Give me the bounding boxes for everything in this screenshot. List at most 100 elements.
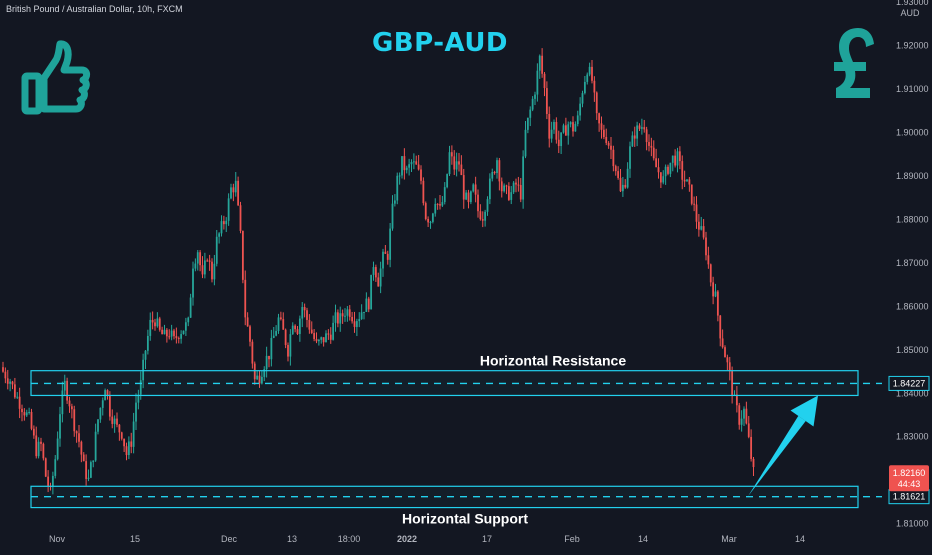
candle-up: [28, 411, 31, 413]
candle-down: [120, 432, 123, 439]
candle-up: [510, 192, 513, 200]
candle-down: [420, 169, 422, 181]
candle-down: [47, 476, 50, 486]
candle-down: [329, 334, 332, 340]
candle-up: [220, 221, 223, 234]
candle-down: [674, 155, 677, 166]
candle-up: [626, 168, 629, 188]
candle-down: [168, 336, 171, 338]
candle-up: [491, 171, 494, 179]
candle-up: [270, 337, 273, 360]
candle-up: [488, 178, 491, 200]
candle-up: [586, 74, 589, 82]
candle-up: [396, 175, 399, 201]
candle-up: [576, 115, 579, 125]
candle-down: [667, 166, 669, 174]
candle-down: [555, 121, 558, 140]
candle-up: [581, 93, 584, 104]
candle-up: [189, 297, 192, 318]
candle-down: [500, 181, 503, 192]
candle-down: [543, 73, 546, 89]
candle-up: [149, 319, 152, 336]
candle-up: [355, 321, 358, 327]
candle-down: [403, 156, 406, 171]
candle-up: [560, 132, 563, 147]
candle-down: [481, 219, 484, 221]
candle-down: [702, 226, 705, 238]
candle-up: [142, 359, 145, 381]
candle-down: [600, 123, 603, 130]
candle-up: [344, 315, 346, 317]
candle-down: [593, 80, 596, 93]
candle-up: [156, 318, 159, 327]
candle-down: [75, 431, 78, 434]
time-axis[interactable]: Nov 15 Dec 13 18:00 2022 17 Feb 14 Mar 14: [49, 534, 805, 544]
candle-down: [296, 329, 299, 334]
thumbs-up-icon: [21, 40, 91, 115]
candle-down: [572, 122, 574, 132]
candle-down: [517, 184, 520, 186]
candle-up: [187, 317, 190, 323]
candle-down: [201, 265, 204, 275]
candle-down: [650, 145, 653, 148]
candle-down: [310, 329, 313, 334]
time-tick-label: Nov: [49, 534, 66, 544]
candle-up: [472, 184, 475, 192]
candle-up: [132, 421, 135, 447]
candle-up: [431, 213, 434, 222]
candle-down: [619, 177, 622, 192]
candle-down: [241, 230, 244, 280]
candle-down: [564, 125, 567, 136]
candle-up: [325, 333, 327, 343]
candle-down: [158, 318, 161, 330]
time-tick-label: 17: [482, 534, 492, 544]
candle-down: [18, 396, 21, 409]
chart-title: GBP-AUD: [371, 28, 509, 58]
candle-up: [455, 161, 458, 170]
candle-up: [379, 268, 382, 287]
candle-up: [503, 185, 506, 192]
overlay: [748, 395, 818, 497]
candle-down: [721, 338, 724, 348]
candle-down: [40, 441, 42, 444]
price-tick-label: 1.93000: [896, 0, 929, 7]
candle-down: [648, 142, 650, 146]
support-label: Horizontal Support: [402, 511, 528, 527]
candle-up: [569, 122, 572, 125]
candle-up: [101, 400, 104, 408]
candle-up: [553, 121, 555, 130]
candle-down: [519, 185, 522, 200]
candle-down: [439, 204, 441, 206]
candle-up: [671, 155, 674, 163]
candle-up: [676, 151, 679, 166]
candle-down: [719, 315, 722, 339]
time-tick-label: Feb: [564, 534, 580, 544]
candle-down: [493, 171, 496, 174]
candle-down: [173, 330, 175, 337]
candle-up: [370, 274, 373, 310]
symbol-info[interactable]: British Pound / Australian Dollar, 10h, …: [6, 4, 183, 14]
candle-down: [695, 204, 698, 222]
candle-up: [405, 167, 408, 171]
candle-down: [232, 187, 235, 193]
candle-down: [237, 180, 240, 206]
candle-down: [377, 277, 380, 287]
candle-down: [244, 279, 247, 318]
candle-down: [610, 145, 612, 150]
candle-up: [486, 199, 489, 212]
candle-up: [441, 202, 444, 206]
time-tick-label: Mar: [721, 534, 737, 544]
candle-down: [688, 179, 691, 185]
candle-down: [44, 458, 47, 477]
candle-up: [393, 200, 396, 204]
price-axis[interactable]: 1.93000 1.92000 1.91000 1.90000 1.89000 1.880…: [882, 0, 932, 550]
bar-countdown: 44:43: [898, 479, 921, 489]
candle-up: [37, 441, 40, 457]
candle-up: [358, 319, 361, 322]
candle-up: [621, 184, 624, 192]
candle-up: [275, 330, 278, 336]
candle-down: [106, 390, 109, 396]
candle-down: [367, 298, 370, 310]
